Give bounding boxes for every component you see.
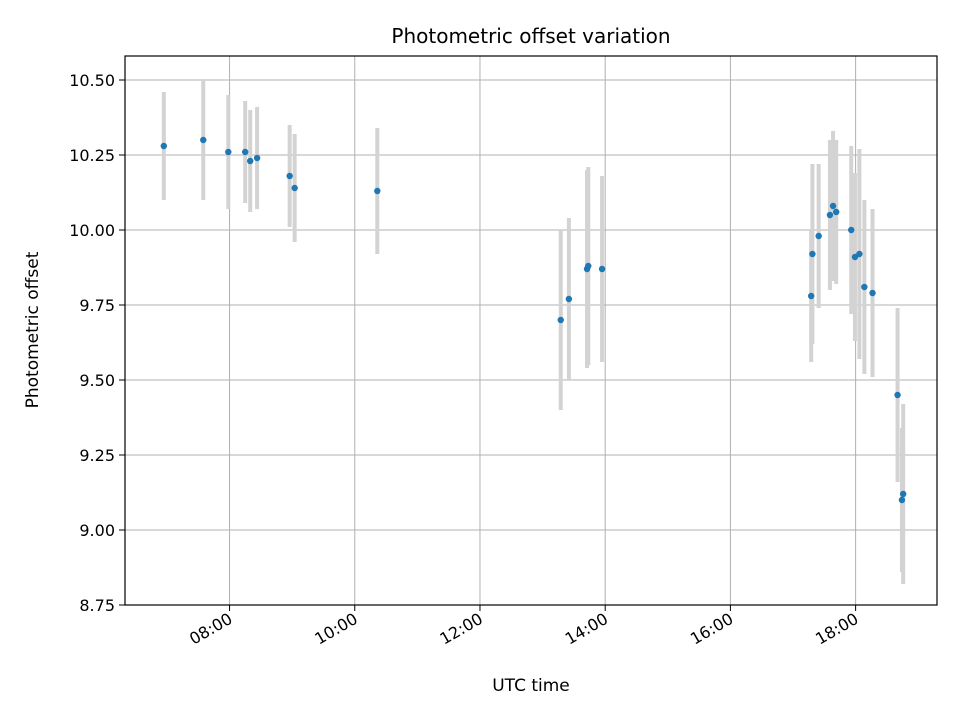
data-point [565, 295, 573, 303]
plot-frame [124, 55, 938, 606]
data-point [247, 157, 254, 165]
y-tick-label: 9.25 [79, 446, 115, 465]
data-point [861, 283, 868, 291]
data-point [894, 391, 901, 399]
data-point [557, 316, 564, 324]
data-points [160, 136, 907, 504]
data-point [242, 148, 249, 156]
data-point [807, 292, 815, 300]
y-tick-label: 8.75 [79, 596, 115, 615]
y-tick-label: 9.75 [79, 296, 115, 315]
data-point [598, 265, 606, 273]
y-tick-label: 10.50 [69, 71, 115, 90]
y-axis-label: Photometric offset [23, 251, 43, 408]
data-point [253, 154, 261, 162]
data-point [585, 262, 592, 270]
data-point [291, 184, 298, 192]
x-axis-label: UTC time [492, 676, 570, 696]
data-point [848, 226, 855, 234]
data-point [160, 142, 168, 150]
data-point [200, 136, 207, 144]
data-point [815, 232, 822, 240]
data-point [899, 490, 907, 498]
data-point [898, 496, 906, 504]
data-point [225, 148, 232, 156]
data-point [833, 208, 840, 216]
data-point [826, 211, 834, 219]
chart-title: Photometric offset variation [391, 24, 670, 48]
data-point [856, 250, 863, 258]
y-tick-label: 9.00 [79, 521, 115, 540]
y-tick-label: 9.50 [79, 371, 115, 390]
y-tick-label: 10.25 [69, 146, 115, 165]
data-point [869, 289, 876, 297]
data-point [374, 187, 381, 195]
grid-lines [125, 56, 937, 606]
data-point [809, 250, 816, 258]
y-tick-label: 10.00 [69, 221, 115, 240]
data-point [286, 172, 293, 180]
data-point [829, 202, 837, 210]
